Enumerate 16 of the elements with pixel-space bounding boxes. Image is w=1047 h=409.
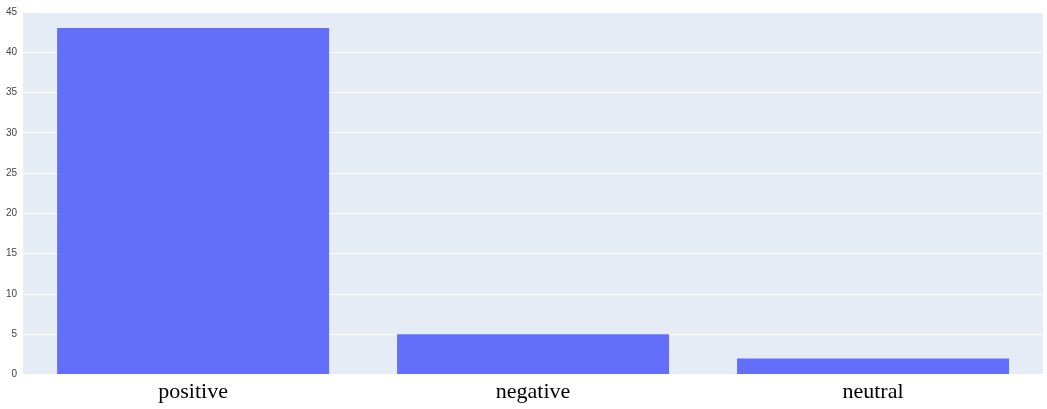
y-tick-label: 15 (6, 247, 18, 259)
x-tick-label: negative (495, 377, 571, 403)
x-tick-label: neutral (842, 377, 904, 403)
bar (57, 28, 330, 375)
y-tick-label: 10 (6, 287, 18, 299)
y-tick-label: 5 (11, 328, 18, 340)
x-tick-label: positive (158, 377, 228, 403)
y-tick-label: 30 (6, 126, 18, 138)
y-tick-label: 35 (6, 86, 18, 98)
y-tick-label: 40 (6, 46, 18, 58)
y-tick-label: 45 (6, 5, 18, 17)
y-tick-label: 20 (6, 207, 18, 219)
bar (737, 358, 1009, 375)
bar (397, 334, 670, 375)
y-tick-label: 0 (11, 368, 18, 380)
y-tick-label: 25 (6, 166, 18, 178)
